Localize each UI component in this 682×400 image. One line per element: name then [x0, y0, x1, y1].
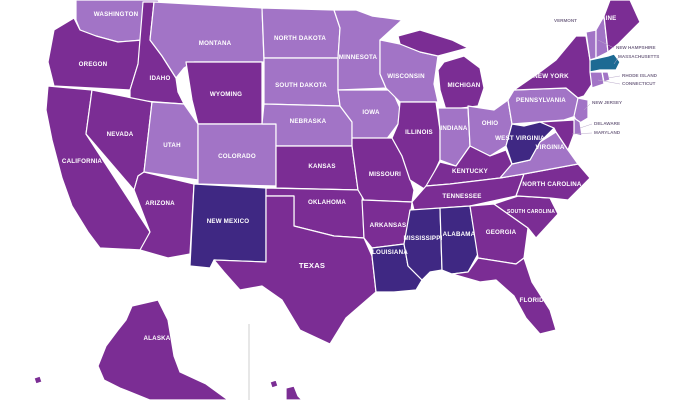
- label-north-dakota: NORTH DAKOTA: [274, 35, 326, 42]
- label-washington: WASHINGTON: [94, 11, 139, 18]
- state-maryland[interactable]: [539, 119, 575, 151]
- label-mississippi: MISSISSIPPI: [404, 235, 443, 242]
- label-maine: MAINE: [596, 15, 617, 22]
- label-texas: TEXAS: [299, 261, 325, 270]
- label-tennessee: TENNESSEE: [442, 193, 481, 200]
- leader-new-hampshire: [597, 39, 615, 49]
- label-alaska: ALASKA: [144, 335, 171, 342]
- state-texas[interactable]: [213, 195, 377, 345]
- state-alaska-chain[interactable]: [33, 375, 43, 385]
- label-alabama: ALABAMA: [443, 231, 476, 238]
- leader-new-jersey: [583, 103, 591, 111]
- state-hawaii-2[interactable]: [285, 385, 303, 400]
- label-utah: UTAH: [163, 142, 181, 149]
- label-nevada: NEVADA: [107, 131, 134, 138]
- state-north-dakota[interactable]: [261, 7, 341, 59]
- leader-massachusetts: [613, 57, 619, 65]
- label-louisiana: LOUISIANA: [372, 249, 408, 256]
- state-connecticut[interactable]: [589, 71, 605, 89]
- label-montana: MONTANA: [199, 40, 232, 47]
- label-virginia: VIRGINIA: [535, 144, 564, 151]
- state-arizona[interactable]: [133, 171, 195, 259]
- label-oklahoma: OKLAHOMA: [308, 199, 346, 206]
- leader-delaware: [579, 123, 593, 129]
- leader-rhode-island: [607, 75, 621, 79]
- label-north-carolina: NORTH CAROLINA: [522, 181, 582, 188]
- label-nebraska: NEBRASKA: [290, 118, 327, 125]
- label-new-york: NEW YORK: [533, 73, 569, 80]
- label-wisconsin: WISCONSIN: [387, 73, 425, 80]
- label-idaho: IDAHO: [150, 75, 171, 82]
- state-pennsylvania[interactable]: [507, 87, 579, 125]
- state-hawaii[interactable]: [269, 379, 279, 389]
- label-new-jersey: NEW JERSEY: [592, 100, 622, 105]
- label-florida: FLORIDA: [520, 297, 549, 304]
- label-oregon: OREGON: [79, 61, 108, 68]
- label-connecticut: CONNECTICUT: [622, 81, 656, 86]
- state-new-jersey[interactable]: [573, 97, 589, 125]
- leader-connecticut: [597, 79, 621, 85]
- label-south-carolina: SOUTH CAROLINA: [507, 209, 555, 215]
- label-south-dakota: SOUTH DAKOTA: [275, 82, 327, 89]
- label-minnesota: MINNESOTA: [339, 54, 378, 61]
- label-new-mexico: NEW MEXICO: [207, 218, 250, 225]
- state-rhode-island[interactable]: [601, 71, 611, 83]
- label-rhode-island: RHODE ISLAND: [622, 73, 658, 78]
- label-iowa: IOWA: [362, 109, 380, 116]
- state-alaska[interactable]: [97, 299, 229, 400]
- label-arizona: ARIZONA: [145, 200, 175, 207]
- label-kentucky: KENTUCKY: [452, 168, 489, 175]
- state-utah[interactable]: [143, 101, 199, 181]
- state-michigan[interactable]: [437, 55, 485, 111]
- label-kansas: KANSAS: [308, 163, 335, 170]
- leader-maryland: [571, 132, 593, 135]
- state-michigan-up[interactable]: [397, 29, 469, 57]
- state-florida[interactable]: [451, 257, 557, 335]
- label-west-virginia: WEST VIRGINIA: [495, 135, 545, 142]
- label-missouri: MISSOURI: [369, 171, 401, 178]
- state-illinois[interactable]: [391, 101, 441, 191]
- state-nebraska[interactable]: [261, 103, 353, 147]
- label-new-hampshire: NEW HAMPSHIRE: [616, 45, 656, 50]
- label-colorado: COLORADO: [218, 153, 256, 160]
- label-georgia: GEORGIA: [486, 229, 517, 236]
- label-michigan: MICHIGAN: [448, 82, 481, 89]
- label-wyoming: WYOMING: [210, 91, 242, 98]
- label-delaware: DELAWARE: [594, 121, 620, 126]
- label-illinois: ILLINOIS: [405, 129, 433, 136]
- label-indiana: INDIANA: [440, 125, 468, 132]
- label-maryland: MARYLAND: [594, 130, 621, 135]
- label-ohio: OHIO: [482, 120, 499, 127]
- label-vermont: VERMONT: [554, 18, 577, 23]
- label-pennsylvania: PENNSYLVANIA: [516, 97, 566, 104]
- label-massachusetts: MASSACHUSETTS: [618, 54, 659, 59]
- state-maine[interactable]: [603, 0, 641, 53]
- label-california: CALIFORNIA: [62, 158, 102, 165]
- label-arkansas: ARKANSAS: [370, 222, 407, 229]
- state-new-mexico[interactable]: [189, 183, 267, 269]
